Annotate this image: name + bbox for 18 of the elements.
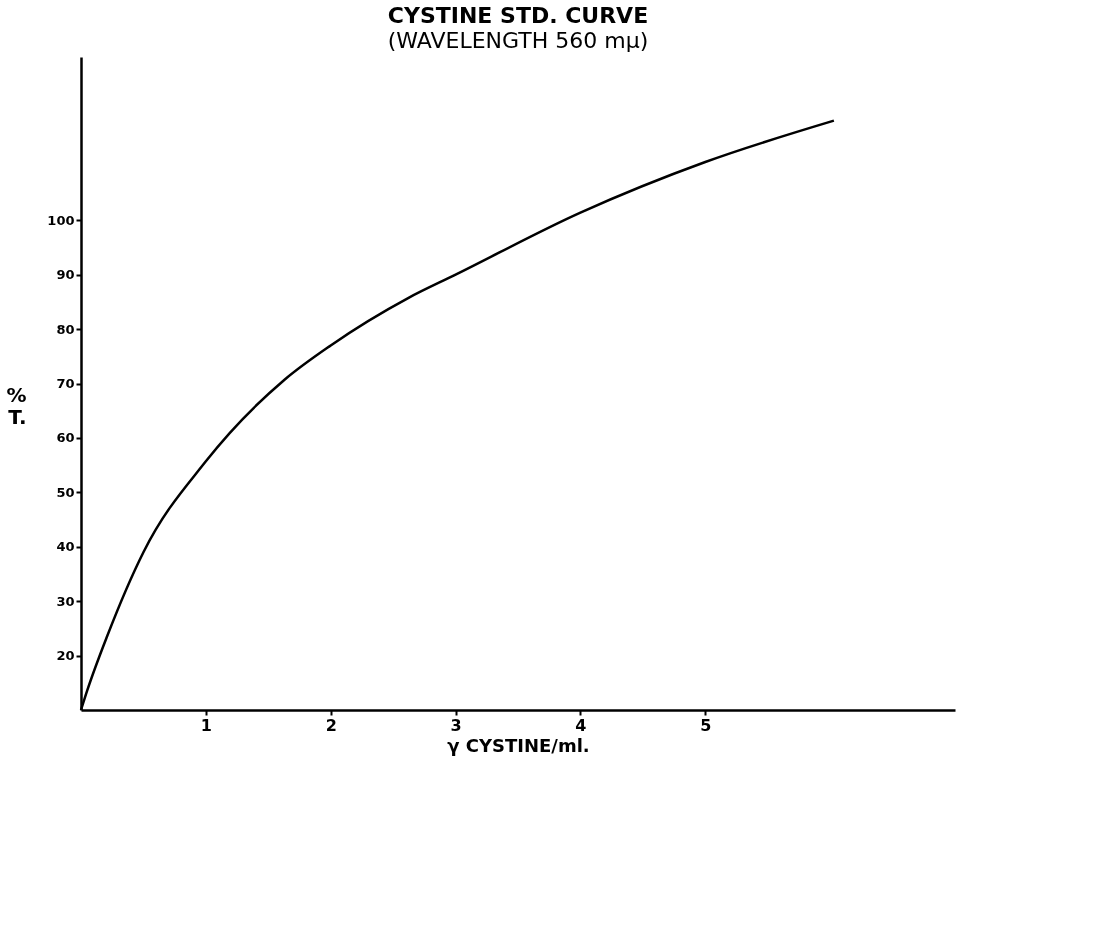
- x-tick-label: 2: [325, 715, 337, 735]
- x-axis-title: γ CYSTINE/ml.: [447, 734, 590, 756]
- x-tick-label: 5: [700, 715, 712, 735]
- y-axis-title: % T.: [6, 382, 27, 429]
- y-tick-label: 70: [56, 376, 75, 391]
- y-tick-label: 100: [47, 212, 75, 228]
- x-tick-label: 4: [575, 715, 587, 735]
- y-tick-label: 40: [56, 539, 75, 555]
- chart-subtitle: (WAVELENGTH 560 mμ): [387, 28, 649, 53]
- y-tick-label: 30: [56, 593, 75, 609]
- y-tick-label: 20: [56, 648, 75, 664]
- x-tick-label: 1: [200, 715, 212, 735]
- y-tick-label: 90: [56, 267, 75, 283]
- chart-title: CYSTINE STD. CURVE: [387, 3, 649, 28]
- y-tick-label: 80: [56, 321, 75, 337]
- y-tick-label: 60: [56, 430, 75, 446]
- y-tick-label: 50: [56, 484, 75, 500]
- x-tick-label: 3: [450, 715, 462, 735]
